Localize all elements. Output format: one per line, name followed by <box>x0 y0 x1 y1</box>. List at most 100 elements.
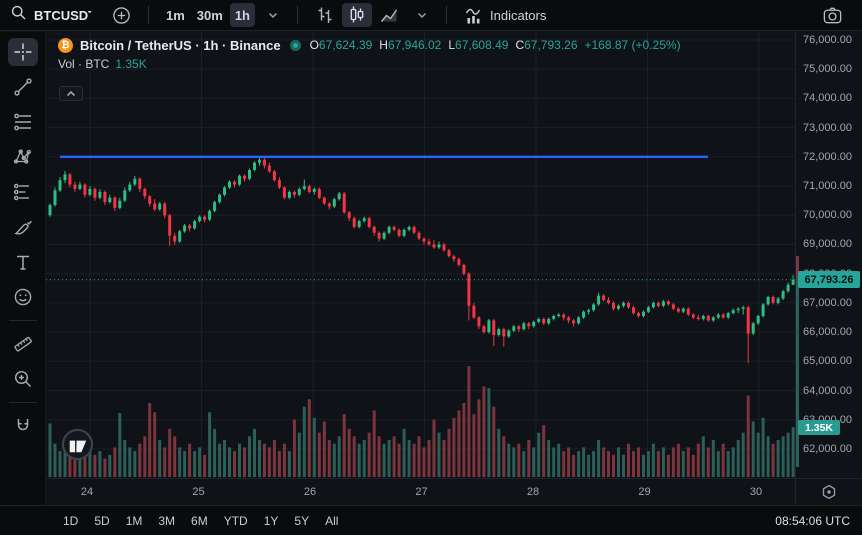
chart-type-bars-icon[interactable] <box>310 3 340 27</box>
ohlc-values: O67,624.39 H67,946.02 L67,608.49 C67,793.26 <box>310 38 578 52</box>
price-tick: 67,000.00 <box>803 296 852 309</box>
price-tick: 64,000.00 <box>803 384 852 397</box>
price-tick: 71,000.00 <box>803 180 852 193</box>
volume-indicator-value: 1.35K <box>115 57 147 71</box>
chart-pane[interactable]: ₿ Bitcoin / TetherUS · 1h · Binance O67,… <box>46 32 795 478</box>
legend-collapse-button[interactable] <box>59 86 83 101</box>
axis-range-strip-teal <box>796 277 799 467</box>
axis-settings-icon <box>822 484 836 500</box>
search-icon <box>10 4 27 26</box>
time-tick-28: 28 <box>526 486 540 498</box>
emoji-tool-button[interactable] <box>8 283 38 311</box>
last-price-badge: 67,793.26 <box>798 271 860 289</box>
time-axis[interactable]: 24 25 26 27 28 29 30 <box>46 478 795 505</box>
toolbar-divider <box>446 6 447 24</box>
fib-retracement-tool-button[interactable] <box>8 108 38 136</box>
chart-type-area-icon[interactable] <box>374 3 404 27</box>
zoom-in-icon <box>14 370 31 387</box>
trend-line-tool-button[interactable] <box>8 73 38 101</box>
time-tick-24: 24 <box>80 486 94 498</box>
axis-settings-corner[interactable] <box>795 478 862 505</box>
bitcoin-coin-icon: ₿ <box>58 37 73 53</box>
forecast-tool-button[interactable] <box>8 178 38 206</box>
magnet-icon <box>17 419 28 431</box>
range-button-6m[interactable]: 6M <box>191 513 208 528</box>
volume-indicator-label[interactable]: Vol · BTC <box>58 57 110 71</box>
price-change: +168.87 (+0.25%) <box>584 38 681 52</box>
range-button-ytd[interactable]: YTD <box>223 513 248 528</box>
toolbar-divider <box>297 6 298 24</box>
timeframe-button-1m[interactable]: 1m <box>166 7 185 23</box>
brush-tool-button[interactable] <box>8 213 38 241</box>
emoji-icon <box>14 288 31 306</box>
range-button-5y[interactable]: 5Y <box>294 513 310 528</box>
screenshot-camera-button[interactable] <box>817 3 848 27</box>
time-tick-25: 25 <box>192 486 205 498</box>
drawing-toolbar <box>0 32 46 505</box>
price-tick: 66,000.00 <box>803 326 852 339</box>
ruler-tool-button[interactable] <box>8 330 38 358</box>
range-button-1d[interactable]: 1D <box>63 513 79 528</box>
price-tick: 75,000.00 <box>803 63 852 76</box>
symbol-search[interactable]: BTCUSDT <box>10 4 91 26</box>
price-tick: 62,000.00 <box>803 442 852 455</box>
tradingview-logo[interactable] <box>61 428 94 466</box>
fib-retracement-icon <box>13 113 31 131</box>
xabcd-pattern-tool-button[interactable] <box>8 143 38 171</box>
zoom-in-tool-button[interactable] <box>8 365 38 393</box>
price-tick: 76,000.00 <box>803 34 852 46</box>
price-tick: 65,000.00 <box>803 355 852 368</box>
symbol-title[interactable]: Bitcoin / TetherUS · 1h · Binance <box>80 37 281 53</box>
ohlc-o: O67,624.39 <box>309 38 373 52</box>
price-tick: 70,000.00 <box>803 209 852 222</box>
xabcd-pattern-icon <box>13 149 31 164</box>
last-volume-badge: 1.35K <box>798 420 840 436</box>
range-button-all[interactable]: All <box>325 513 339 528</box>
price-tick: 69,000.00 <box>803 238 852 251</box>
ohlc-l: L67,608.49 <box>448 38 509 52</box>
chart-type-group <box>310 3 404 27</box>
indicators-label: Indicators <box>490 7 547 23</box>
symbol-name: BTCUSDT <box>34 7 91 23</box>
top-toolbar: BTCUSDT 1m 30m 1h Indicators <box>0 0 862 31</box>
crosshair-icon <box>14 43 31 61</box>
range-button-1y[interactable]: 1Y <box>263 513 279 528</box>
price-tick: 74,000.00 <box>803 92 852 105</box>
axis-range-strip-red <box>796 256 799 277</box>
ohlc-c: C67,793.26 <box>515 38 578 52</box>
toolbar-divider <box>8 320 37 321</box>
timeframe-button-30m[interactable]: 30m <box>196 7 223 23</box>
text-tool-button[interactable] <box>8 248 38 276</box>
price-tick: 72,000.00 <box>803 150 852 163</box>
trend-line-icon <box>13 78 32 96</box>
indicators-button[interactable]: Indicators <box>459 3 551 27</box>
timeframe-dropdown-caret[interactable] <box>261 3 285 27</box>
time-tick-29: 29 <box>638 486 651 498</box>
chart-type-dropdown-caret[interactable] <box>410 3 434 27</box>
ohlc-h: H67,946.02 <box>379 38 442 52</box>
timeframe-group: 1m 30m 1h <box>161 3 255 27</box>
price-tick: 73,000.00 <box>803 121 852 134</box>
chevron-up-icon <box>66 90 76 96</box>
chart-type-candles-icon[interactable] <box>342 3 372 27</box>
timeframe-button-1h[interactable]: 1h <box>229 3 255 27</box>
crosshair-tool-button[interactable] <box>7 38 38 66</box>
range-button-3m[interactable]: 3M <box>158 513 176 528</box>
compare-add-button[interactable] <box>107 3 136 27</box>
price-axis[interactable]: 67,793.26 1.35K 76,000.00 75,000.00 74,000… <box>795 32 862 478</box>
candlestick-chart[interactable] <box>46 32 795 478</box>
range-button-5d[interactable]: 5D <box>94 513 110 528</box>
text-icon <box>16 255 29 270</box>
toolbar-divider <box>8 402 37 403</box>
time-tick-27: 27 <box>415 486 428 498</box>
chart-legend: ₿ Bitcoin / TetherUS · 1h · Binance O67,… <box>58 36 681 72</box>
market-status-dot[interactable] <box>289 39 301 51</box>
time-tick-26: 26 <box>303 486 317 498</box>
range-button-1m[interactable]: 1M <box>125 513 143 528</box>
magnet-tool-button[interactable] <box>8 412 38 440</box>
ruler-icon <box>13 336 32 352</box>
date-range-group: 1D 5D 1M 3M 6M YTD 1Y 5Y All <box>56 511 345 531</box>
clock-utc[interactable]: 08:54:06 UTC <box>775 513 850 528</box>
toolbar-divider <box>148 6 149 24</box>
